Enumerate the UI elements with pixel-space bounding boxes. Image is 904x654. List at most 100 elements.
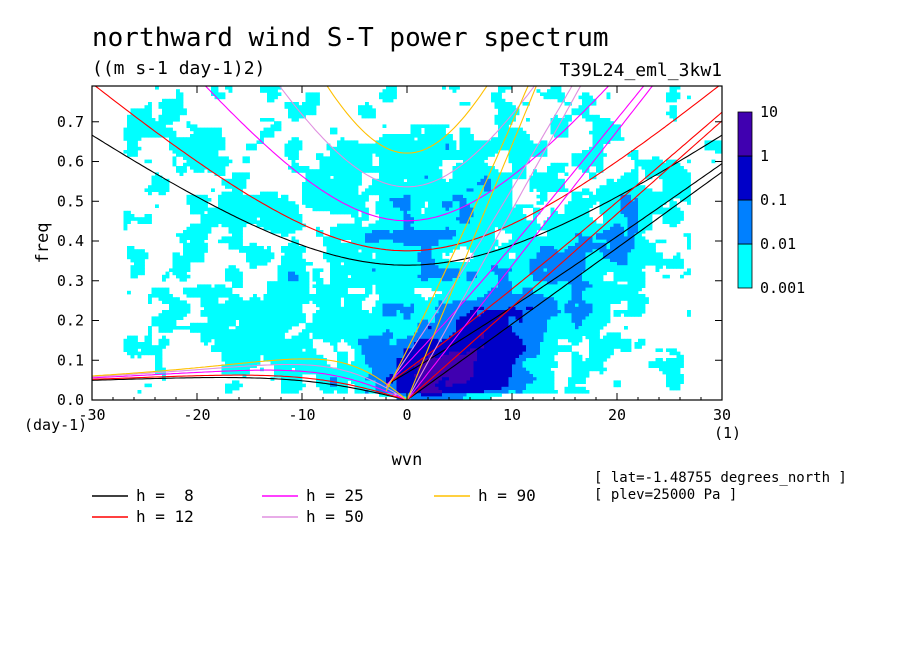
contour-cell-3141 [358,278,362,282]
contour-cell-3347 [368,278,373,282]
contour-cell-1344 [246,258,250,263]
contour-cell-1645 [270,223,275,228]
contour-cell-627 [193,230,198,234]
contour-cell-1258 [239,300,243,304]
contour-cell-4822 [431,306,436,311]
contour-cell-2173 [302,194,306,199]
contour-cell-3752 [386,374,390,378]
contour-cell-3449 [375,210,380,215]
contour-cell-2911 [347,191,352,196]
contour-cell-289 [158,354,163,359]
contour-cell-3389 [372,191,376,196]
contour-cell-3938 [396,156,401,160]
contour-cell-2451 [323,188,327,192]
contour-cell-769 [204,310,208,314]
contour-cell-3717 [386,262,390,266]
contour-cell-2260 [309,102,313,106]
contour-cell-719 [200,290,205,295]
contour-cell-2174 [302,198,306,202]
contour-cell-3229 [361,345,366,349]
contour-cell-668 [197,239,201,244]
contour-cell-2822 [340,390,345,394]
contour-cell-1584 [267,194,271,199]
contour-cell-3644 [382,306,387,311]
contour-cell-4220 [407,255,411,260]
contour-cell-1062 [228,191,233,196]
contour-cell-40 [127,345,131,349]
contour-cell-4688 [428,140,432,144]
contour-cell-4923 [435,354,439,359]
contour-cell-3660 [382,358,387,362]
contour-cell-1447 [253,354,257,359]
contour-cell-4367 [414,172,418,176]
contour-cell-2406 [319,204,324,208]
contour-cell-4345 [410,377,415,381]
contour-cell-1575 [267,89,271,93]
contour-cell-1346 [246,303,250,308]
contour-cell-2799 [340,294,345,298]
contour-cell-3261 [365,198,369,202]
contour-cell-2341 [316,153,320,157]
contour-cell-493 [179,313,184,317]
contour-cell-249 [155,322,159,327]
contour-cell-3419 [372,345,376,349]
contour-cell-3201 [361,239,366,244]
contour-cell-348 [165,188,170,192]
contour-cell-854 [211,322,215,327]
contour-cell-573 [190,146,194,151]
contour-cell-984 [221,310,226,314]
contour-cell-3490 [375,354,380,359]
contour-cell-1495 [260,191,264,196]
contour-cell-3638 [382,287,387,292]
contour-cell-269 [158,178,163,183]
contour-cell-4132 [403,242,408,247]
contour-cell-4803 [431,239,436,244]
contour-cell-3930 [393,390,397,394]
contour-cell-1686 [274,198,278,202]
contour-cell-4257 [407,374,411,378]
contour-cell-224 [151,294,156,298]
contour-cell-1541 [263,207,268,212]
contour-cell-1483 [256,348,261,352]
contour-cell-3190 [361,198,366,202]
contour-cell-3304 [365,361,369,365]
contour-cell-4398 [414,271,418,276]
contour-cell-2892 [344,383,348,388]
contour-cell-2779 [340,223,345,228]
contour-cell-3223 [361,326,366,330]
contour-cell-1811 [281,313,285,317]
contour-cell-1520 [260,326,264,330]
contour-cell-2934 [347,281,352,285]
contour-cell-342 [165,127,170,132]
contour-cell-3536 [379,239,383,244]
contour-cell-4545 [421,204,425,208]
contour-cell-1612 [267,319,271,324]
contour-cell-264 [158,124,163,128]
contour-cell-3438 [375,153,380,157]
contour-cell-4929 [435,374,439,378]
contour-cell-1112 [228,390,233,394]
contour-cell-1039 [225,329,229,333]
contour-cell-3270 [365,239,369,244]
contour-cell-4073 [400,319,404,324]
contour-cell-2741 [337,338,341,343]
contour-cell-2071 [295,271,299,276]
contour-cell-2434 [319,367,324,372]
contour-cell-2884 [344,358,348,362]
contour-cell-4017 [400,140,404,144]
contour-cell-3520 [379,188,383,192]
contour-cell-1034 [225,313,229,317]
contour-cell-4127 [403,226,408,231]
contour-cell-4800 [431,230,436,234]
contour-cell-4779 [431,162,436,167]
contour-cell-3325 [368,166,373,170]
contour-cell-2241 [305,322,310,327]
contour-cell-4242 [407,326,411,330]
contour-cell-4801 [431,233,436,237]
contour-cell-988 [221,322,226,327]
contour-cell-1952 [288,351,292,356]
contour-cell-1839 [284,146,289,151]
contour-cell-4897 [435,268,439,272]
contour-cell-3603 [382,175,387,180]
contour-cell-2696 [337,185,341,189]
